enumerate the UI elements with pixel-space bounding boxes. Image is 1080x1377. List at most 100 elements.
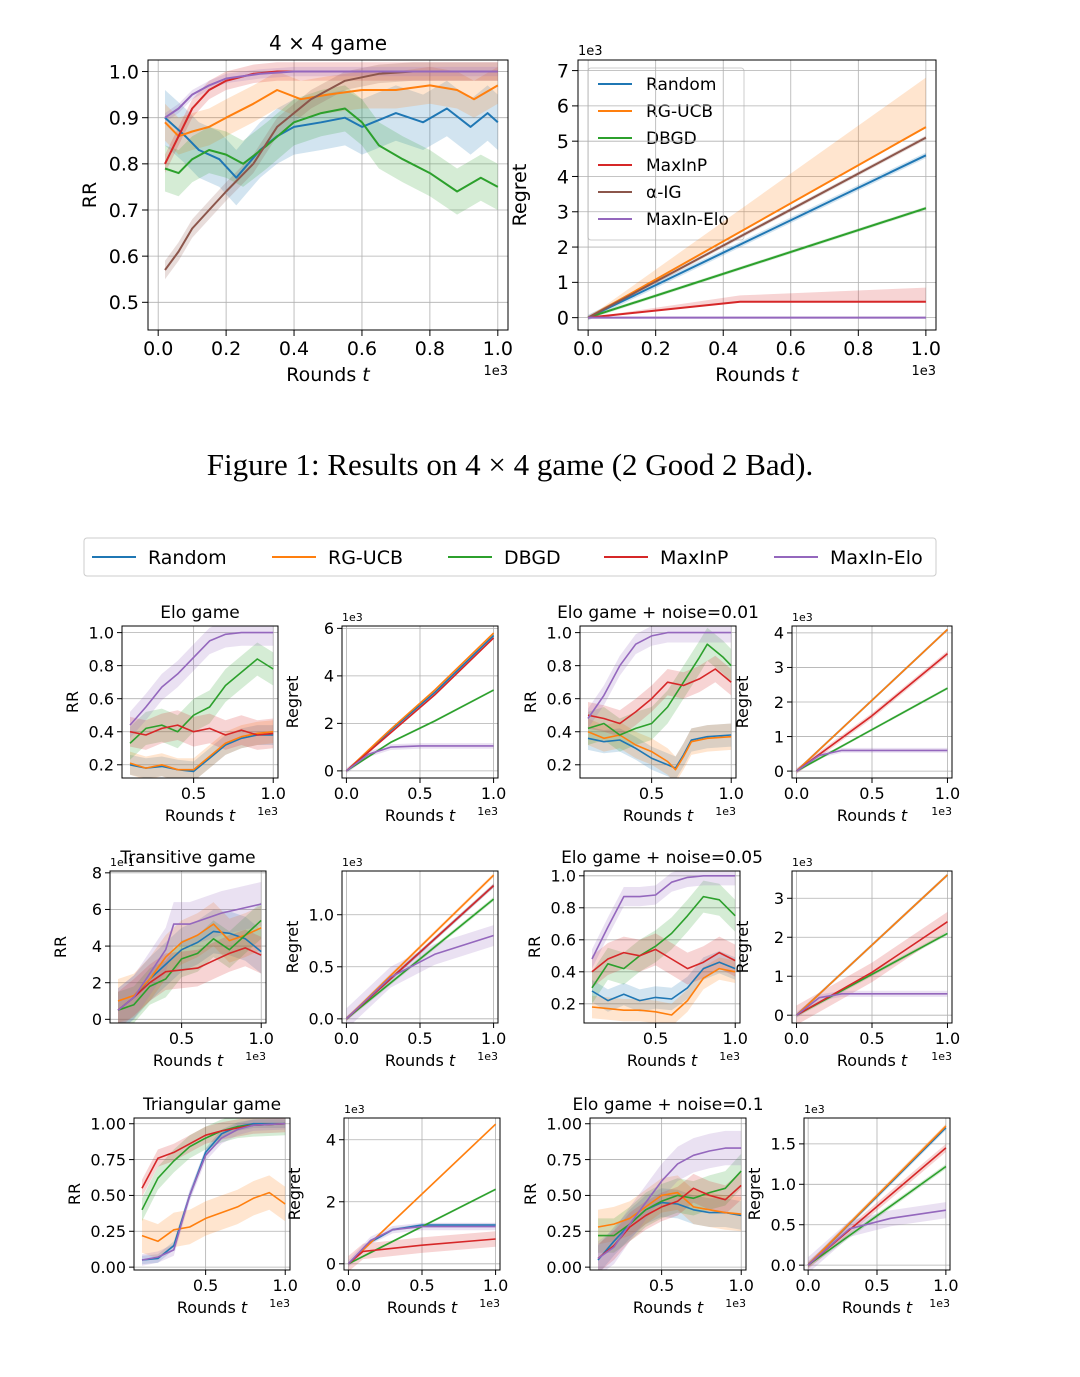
y-tick-label-2: 0.50	[546, 1186, 582, 1205]
x-tick-label-1: 0.5	[407, 1029, 432, 1048]
series-random	[587, 154, 927, 319]
y-axis-label: RR	[79, 182, 101, 208]
x-tick-label-0: 0.5	[639, 784, 664, 803]
x-tick-label-0: 0.0	[334, 1029, 359, 1048]
x-axis-label: Rounds t	[153, 1051, 224, 1070]
series-rg-ucb	[164, 84, 499, 138]
y-tick-label-3: 3	[774, 658, 784, 677]
x-axis-label: Rounds t	[387, 1298, 458, 1317]
y-axis-label: RR	[51, 936, 70, 958]
x-tick-label-4: 0.8	[843, 338, 873, 360]
chart-title: Elo game + noise=0.1	[572, 1095, 763, 1115]
x-multiplier: 1e3	[477, 805, 498, 818]
y-tick-label-0: 0.2	[89, 756, 114, 775]
y-tick-label-1: 0.4	[89, 722, 114, 741]
x-axis-label: Rounds t	[177, 1298, 248, 1317]
y-axis-label: RR	[63, 691, 82, 713]
y-tick-label-3: 0.75	[546, 1150, 582, 1169]
x-axis-label: Rounds t	[715, 364, 800, 386]
x-tick-label-2: 1.0	[481, 1029, 506, 1048]
figure1-legend: Random RG-UCB DBGD MaxInP α-IG MaxIn-Elo	[587, 67, 745, 241]
y-tick-label-0: 0.00	[90, 1258, 126, 1277]
x-multiplier: 1e3	[931, 1050, 952, 1063]
legend-label-maxin-elo: MaxIn-Elo	[646, 210, 729, 230]
legend2-label-random: Random	[148, 547, 227, 569]
band-maxin-elo	[796, 990, 948, 1019]
x-multiplier: 1e3	[269, 1297, 290, 1310]
y-tick-label-0: 0.2	[551, 995, 576, 1014]
chart-n01_rr: 0.5 1.0 0.00 0.25 0.50 0.75 1.00 1e3 Rounds t RR E…	[521, 1095, 764, 1317]
band-maxinp	[348, 1231, 496, 1270]
x-axis-label: Rounds t	[627, 1051, 698, 1070]
x-multiplier: 1e3	[929, 1297, 950, 1310]
series-rg-ucb	[141, 1191, 286, 1243]
y-axis-label: Regret	[745, 1168, 764, 1221]
axes-frame	[109, 870, 267, 1024]
plot-area	[141, 1118, 286, 1266]
legend2-label-rg-ucb: RG-UCB	[328, 547, 403, 569]
series-maxinp	[347, 1238, 496, 1265]
band-maxinp	[588, 287, 926, 318]
series-rg-ucb	[345, 632, 495, 772]
y-tick-label-1: 0.4	[551, 963, 576, 982]
y-tick-label-2: 2	[774, 693, 784, 712]
y-multiplier: 1e-1	[110, 856, 135, 869]
series-maxin-elo	[807, 1209, 947, 1266]
x-tick-label-0: 0.0	[573, 338, 603, 360]
chart-n005_rr: 0.5 1.0 0.2 0.4 0.6 0.8 1.0 1e3 Rounds t RR Elo ga…	[525, 848, 763, 1070]
y-tick-label-0: 0	[774, 1006, 784, 1025]
x-multiplier: 1e3	[483, 364, 508, 379]
band-rg-ucb	[142, 1175, 286, 1259]
series-maxinp	[587, 668, 732, 725]
y-axis-label: Regret	[285, 1168, 304, 1221]
x-tick-label-0: 0.5	[643, 1029, 668, 1048]
y-tick-label-4: 8	[92, 864, 102, 883]
y-multiplier: 1e3	[342, 856, 363, 869]
x-multiplier: 1e3	[479, 1297, 500, 1310]
x-tick-label-1: 0.5	[407, 784, 432, 803]
x-tick-label-1: 1.0	[722, 1029, 747, 1048]
chart-title: Transitive game	[119, 848, 255, 868]
band-dbgd	[142, 1118, 286, 1222]
y-tick-label-3: 0.8	[109, 154, 139, 176]
x-tick-label-0: 0.5	[649, 1276, 674, 1295]
x-axis-label: Rounds t	[385, 1051, 456, 1070]
y-tick-label-3: 3	[557, 202, 569, 224]
x-tick-label-0: 0.5	[169, 1029, 194, 1048]
x-axis-label: Rounds t	[165, 806, 236, 825]
legend2-label-maxinp: MaxInP	[660, 547, 728, 569]
legend-label-alpha-ig: α-IG	[646, 183, 682, 203]
x-tick-label-4: 0.8	[415, 338, 445, 360]
y-axis-label: Regret	[733, 676, 752, 729]
y-axis-label: Regret	[733, 921, 752, 974]
y-tick-label-2: 4	[326, 1130, 336, 1149]
chart-title: Triangular game	[142, 1095, 281, 1115]
band-dbgd	[130, 642, 274, 760]
chart-n001_rr: 0.5 1.0 0.2 0.4 0.6 0.8 1.0 1e3 Rounds t RR Elo ga…	[521, 603, 759, 825]
series-maxin-elo	[345, 934, 494, 1020]
series-maxin-elo	[347, 1225, 496, 1265]
y-axis-label: RR	[525, 936, 544, 958]
series-rg-ucb	[591, 967, 736, 1016]
y-tick-label-2: 0.6	[547, 689, 572, 708]
y-axis-label: RR	[521, 1183, 540, 1205]
x-tick-label-0: 0.0	[334, 784, 359, 803]
y-multiplier: 1e3	[804, 1103, 825, 1116]
figure1-caption: Figure 1: Results on 4 × 4 game (2 Good …	[207, 447, 813, 482]
chart-f1_rr: 0.0 0.2 0.4 0.6 0.8 1.0 0.5 0.6 0.7 0.8 0.9 1.0 1e3 R…	[79, 31, 513, 386]
x-multiplier: 1e3	[931, 805, 952, 818]
series-maxinp	[796, 921, 948, 1016]
axes-frame	[583, 870, 741, 1024]
x-tick-label-1: 1.0	[260, 784, 285, 803]
series-dbgd	[807, 1165, 947, 1266]
y-tick-label-2: 0.6	[89, 689, 114, 708]
x-tick-label-1: 1.0	[272, 1276, 297, 1295]
series-rg-ucb	[347, 1123, 497, 1265]
x-axis-label: Rounds t	[623, 806, 694, 825]
y-multiplier: 1e3	[344, 1103, 365, 1116]
x-tick-label-2: 1.0	[483, 1276, 508, 1295]
y-tick-label-1: 2	[92, 973, 102, 992]
series-maxin-elo	[117, 903, 262, 1011]
y-tick-label-5: 5	[557, 131, 569, 153]
x-tick-label-1: 0.5	[864, 1276, 889, 1295]
